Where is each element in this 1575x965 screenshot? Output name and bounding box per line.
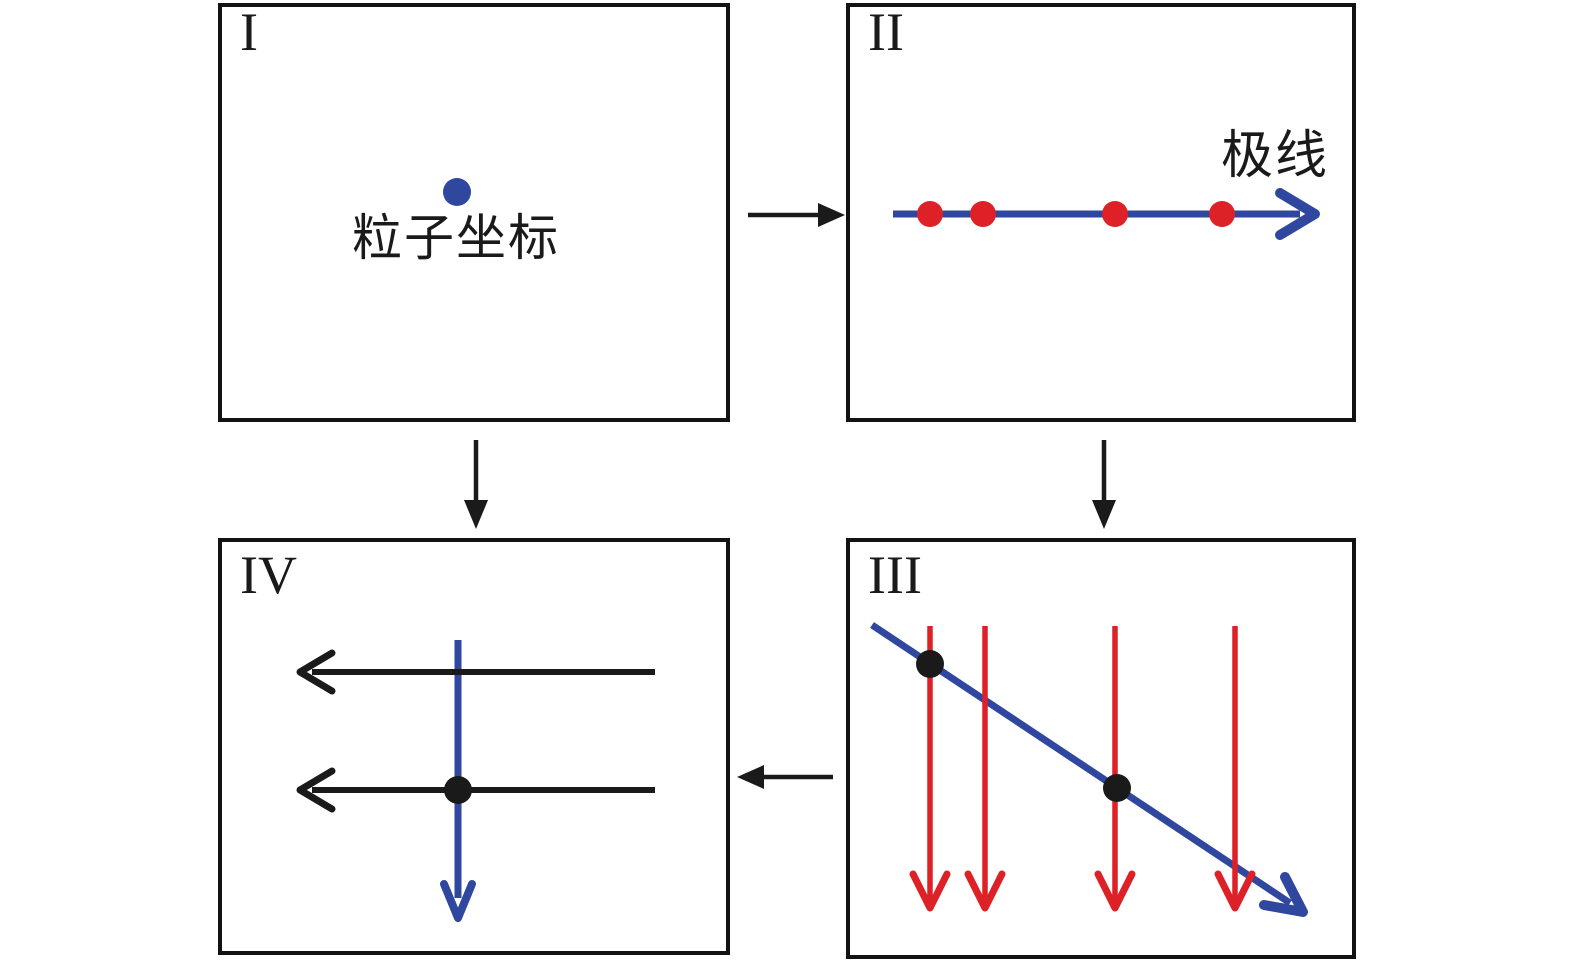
flow-arrow-iii-to-iv [737, 765, 833, 789]
panel-1-label: I [240, 2, 258, 62]
panel-2-label: II [868, 2, 904, 62]
flow-arrow-i-to-iv [464, 440, 488, 529]
panel-3: III [846, 538, 1356, 959]
panel-1: I 粒子坐标 [218, 3, 730, 422]
epipolar-line-caption: 极线 [1221, 128, 1330, 185]
panel-3-label: III [868, 545, 922, 605]
flow-arrowhead-icon [737, 765, 764, 789]
flow-arrow-ii-to-iii [1092, 440, 1116, 529]
particle-coordinates-caption: 粒子坐标 [352, 210, 560, 266]
flow-arrowhead-icon [1092, 500, 1116, 529]
panel-4: IV [218, 538, 730, 955]
flow-arrowhead-icon [464, 500, 488, 529]
flow-arrowhead-icon [818, 203, 845, 227]
flow-arrow-i-to-ii [748, 203, 845, 227]
panel-4-label: IV [240, 545, 297, 605]
panel-2: II 极线 [846, 3, 1356, 422]
